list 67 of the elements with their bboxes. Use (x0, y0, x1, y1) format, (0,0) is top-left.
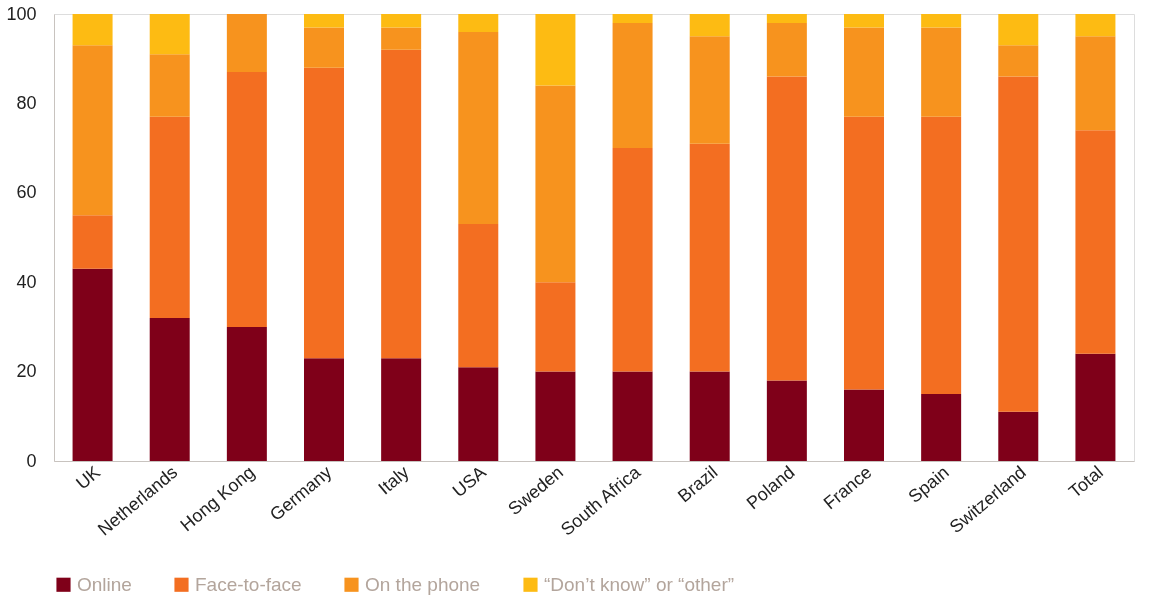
bar (844, 116, 884, 390)
bar (1075, 130, 1116, 354)
y-tick-label: 80 (16, 92, 37, 113)
bar (921, 116, 962, 394)
bar (226, 14, 267, 73)
bar (535, 282, 576, 372)
bar (149, 14, 190, 55)
bar (998, 411, 1039, 461)
bar (612, 14, 653, 23)
bar (844, 389, 884, 461)
bar (72, 45, 113, 216)
bar (535, 85, 576, 283)
bar (72, 215, 113, 269)
bar (612, 371, 653, 461)
bar (149, 116, 190, 318)
bar (72, 14, 113, 46)
bar (304, 14, 344, 28)
bar (766, 76, 807, 381)
bar (689, 36, 730, 144)
bar (1075, 14, 1116, 37)
y-tick-label: 0 (26, 450, 37, 471)
bar (766, 22, 807, 77)
x-tick-label: USA (448, 461, 490, 502)
legend-label: “Don’t know” or “other” (544, 573, 735, 595)
bar (304, 67, 344, 359)
bar (689, 143, 730, 372)
bar (998, 76, 1039, 412)
bar (612, 22, 653, 149)
y-tick-label: 60 (16, 182, 37, 203)
bar (304, 358, 344, 461)
bar (226, 72, 267, 327)
bar (226, 326, 267, 461)
y-tick-label: 40 (16, 271, 37, 292)
bar (844, 14, 884, 28)
bar (458, 14, 499, 32)
bar (921, 393, 962, 461)
bar (535, 371, 576, 461)
bar (304, 27, 344, 68)
bar (844, 27, 884, 117)
legend-label: Online (77, 573, 132, 595)
x-tick-label: Italy (374, 461, 413, 499)
bar (689, 371, 730, 461)
bar (381, 358, 422, 461)
y-tick-label: 100 (6, 3, 37, 24)
bar (381, 27, 422, 50)
legend-label: Face-to-face (195, 573, 302, 595)
bar (921, 27, 962, 117)
bar (998, 45, 1039, 77)
bar (458, 367, 499, 461)
bar (149, 317, 190, 461)
bar (535, 14, 576, 86)
bar (921, 14, 962, 28)
bar (458, 31, 499, 225)
y-tick-label: 20 (16, 361, 37, 382)
bar (381, 14, 422, 28)
bar (612, 148, 653, 372)
bar (766, 14, 807, 23)
bar (1075, 36, 1116, 131)
bar (998, 14, 1039, 46)
bar (689, 14, 730, 37)
legend-label: On the phone (365, 573, 481, 595)
bar (458, 224, 499, 368)
bar (381, 49, 422, 359)
bar (72, 268, 113, 461)
bar (766, 380, 807, 461)
bar (1075, 353, 1116, 461)
bar (149, 54, 190, 117)
